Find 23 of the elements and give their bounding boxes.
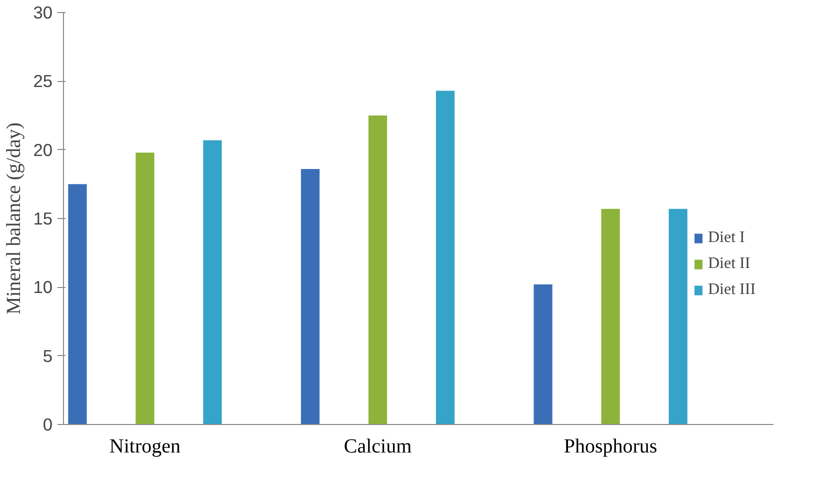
bar bbox=[68, 184, 87, 424]
y-tick-label: 30 bbox=[33, 2, 53, 22]
x-tick-label: Nitrogen bbox=[109, 436, 181, 458]
bar bbox=[601, 208, 620, 424]
bar bbox=[534, 284, 552, 424]
y-tick-label: 20 bbox=[33, 140, 53, 160]
bar bbox=[203, 140, 222, 424]
y-tick-label: 5 bbox=[42, 346, 53, 366]
bar bbox=[668, 208, 688, 424]
y-tick-label: 15 bbox=[33, 208, 53, 228]
x-tick-label: Calcium bbox=[344, 436, 412, 458]
legend-label: Diet II bbox=[708, 255, 750, 273]
bar bbox=[436, 90, 455, 424]
x-tick-label: Phosphorus bbox=[564, 436, 658, 458]
bar bbox=[368, 116, 388, 424]
y-tick-label: 25 bbox=[33, 71, 53, 92]
y-tick-label: 0 bbox=[42, 414, 53, 434]
y-axis-title: Mineral balance (g/day) bbox=[3, 122, 26, 315]
bar bbox=[136, 152, 154, 424]
legend-label: Diet III bbox=[708, 281, 756, 299]
legend-label: Diet I bbox=[708, 229, 745, 247]
bar bbox=[300, 169, 320, 424]
y-tick-label: 10 bbox=[33, 277, 53, 298]
